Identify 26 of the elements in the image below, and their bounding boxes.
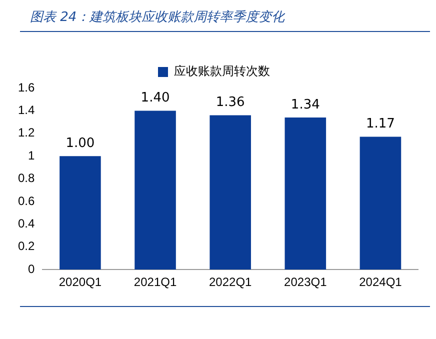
chart-title: 图表 24：建筑板块应收账款周转率季度变化: [30, 9, 285, 26]
x-tick-label: 2023Q1: [284, 275, 328, 290]
x-tick-label: 2020Q1: [58, 275, 102, 290]
x-tick-label: 2022Q1: [208, 275, 252, 290]
y-tick-label: 1.6: [18, 80, 35, 94]
bar: [360, 136, 402, 270]
text: 1.00: [66, 136, 95, 151]
y-tick-label: 1.4: [18, 103, 35, 118]
x-tick-label: 2021Q1: [134, 275, 177, 290]
y-tick-label: 1: [28, 148, 35, 162]
bar: [60, 156, 101, 270]
y-tick-label: 0.6: [18, 194, 35, 208]
bar: [134, 110, 176, 270]
y-tick-label: 0.4: [18, 216, 35, 231]
y-tick-label: 1.2: [18, 126, 35, 140]
text: 1.40: [140, 90, 170, 106]
legend-label: 应收账款周转次数: [174, 64, 270, 78]
bar: [210, 115, 251, 270]
text: 1.17: [366, 116, 395, 132]
y-tick-label: 0.8: [18, 171, 35, 186]
y-tick-label: 0.2: [18, 239, 35, 254]
text: 1.34: [290, 97, 320, 112]
y-tick-label: 0: [28, 262, 35, 276]
x-tick-label: 2024Q1: [359, 275, 402, 290]
bar: [284, 118, 326, 270]
text: 1.36: [216, 95, 245, 110]
